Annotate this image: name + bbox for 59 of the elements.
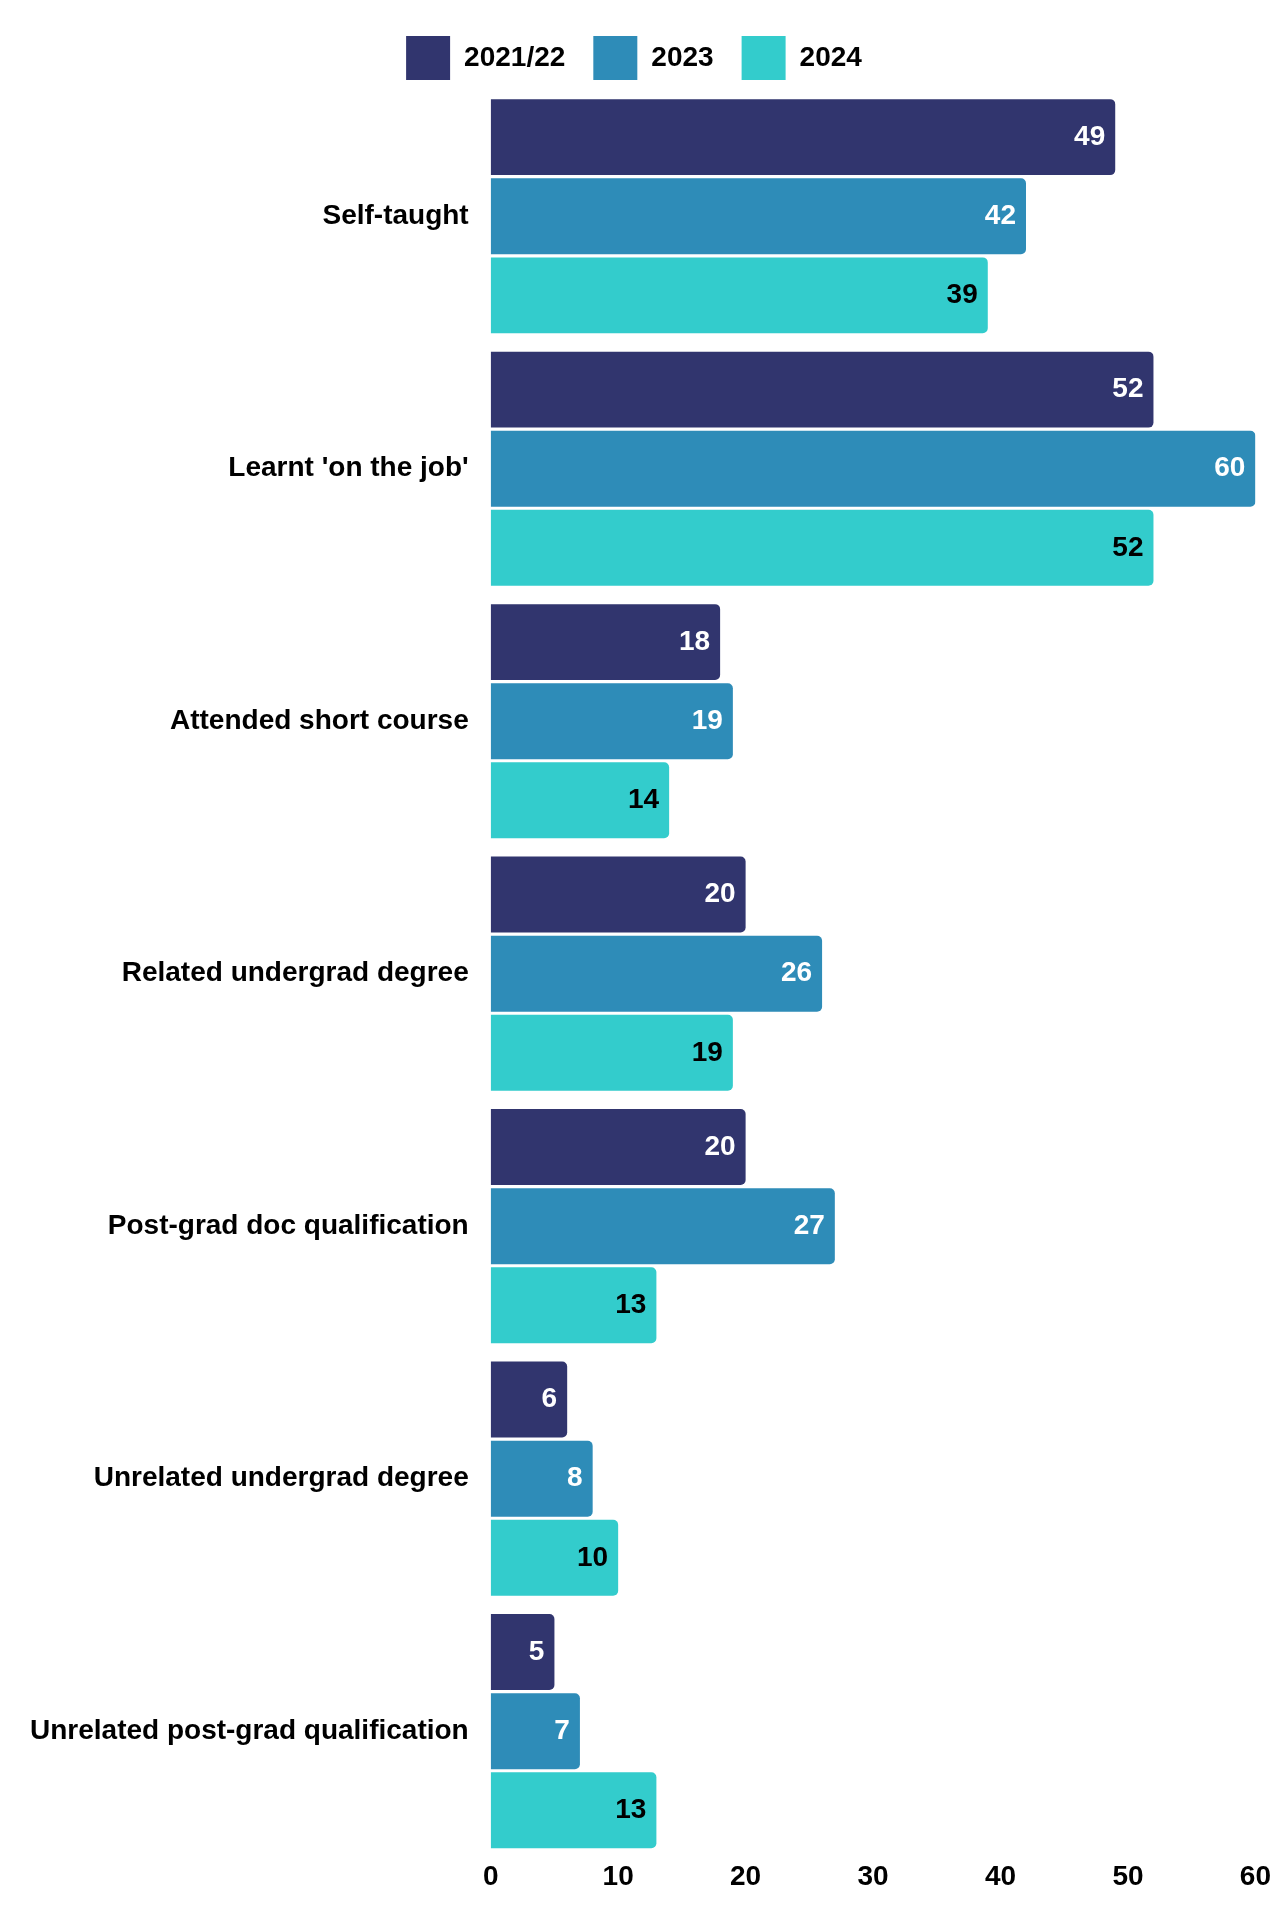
x-tick-label: 30 [857, 1859, 889, 1891]
bar [490, 1014, 733, 1091]
legend-label: 2021/22 [464, 40, 566, 72]
x-tick-label: 60 [1239, 1859, 1272, 1891]
data-label: 7 [554, 1713, 570, 1745]
data-label: 39 [946, 278, 978, 310]
data-label: 42 [984, 198, 1017, 230]
bar [490, 1109, 746, 1186]
data-label: 14 [627, 783, 660, 815]
y-tick-label: Attended short course [170, 703, 469, 735]
x-tick-label: 50 [1112, 1859, 1144, 1891]
bar [490, 509, 1154, 586]
legend-label: 2023 [651, 40, 714, 72]
data-label: 20 [704, 1129, 736, 1161]
data-label: 13 [615, 1288, 647, 1320]
data-label: 60 [1214, 451, 1246, 483]
data-label: 19 [691, 1035, 723, 1067]
y-tick-label: Unrelated undergrad degree [93, 1461, 469, 1493]
bar [490, 762, 670, 839]
x-tick-label: 40 [984, 1859, 1017, 1891]
bar [490, 178, 1027, 255]
bar [490, 257, 988, 334]
bar [490, 1267, 657, 1344]
data-label: 49 [1074, 119, 1106, 151]
data-label: 13 [615, 1792, 647, 1824]
legend-label: 2024 [799, 40, 863, 72]
data-label: 8 [567, 1461, 583, 1493]
bar [490, 1772, 657, 1849]
bar [490, 1614, 555, 1691]
x-tick-label: 0 [482, 1859, 499, 1891]
data-label: 19 [691, 703, 723, 735]
data-label: 6 [541, 1382, 558, 1414]
bar [490, 683, 733, 760]
bar [490, 1361, 568, 1438]
y-tick-label: Self-taught [322, 198, 469, 230]
data-label: 5 [528, 1634, 545, 1666]
data-label: 10 [577, 1540, 609, 1572]
bar [490, 1693, 580, 1770]
bar [490, 856, 746, 933]
x-tick-label: 10 [602, 1859, 634, 1891]
y-tick-label: Learnt 'on the job' [228, 451, 469, 483]
data-label: 20 [704, 877, 736, 909]
bar [490, 1519, 619, 1596]
bar [490, 351, 1154, 428]
data-label: 52 [1112, 530, 1144, 562]
bar [490, 604, 721, 681]
y-tick-label: Related undergrad degree [121, 956, 469, 988]
data-label: 52 [1112, 372, 1144, 404]
bar [490, 430, 1256, 507]
x-tick-label: 20 [730, 1859, 762, 1891]
bar [490, 1440, 593, 1517]
y-tick-label: Unrelated post-grad qualification [30, 1713, 469, 1745]
data-label: 26 [780, 956, 813, 988]
data-label: 27 [793, 1208, 825, 1240]
y-tick-label: Post-grad doc qualification [107, 1208, 469, 1240]
bar [490, 935, 823, 1012]
bar [490, 99, 1116, 176]
data-label: 18 [678, 624, 711, 656]
bar [490, 1188, 835, 1265]
